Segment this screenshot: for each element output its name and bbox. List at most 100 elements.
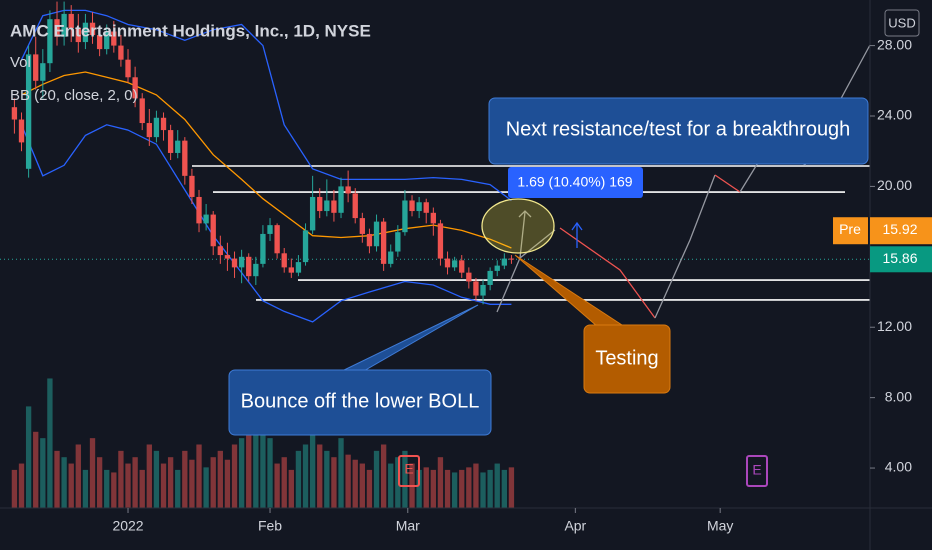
premarket-tag bbox=[833, 217, 868, 245]
candle-body bbox=[47, 19, 53, 64]
volume-bar bbox=[25, 406, 32, 508]
volume-bar bbox=[189, 459, 195, 508]
volume-bar bbox=[373, 450, 380, 508]
last-price: 15.86 bbox=[882, 250, 917, 266]
candle-body bbox=[246, 256, 252, 277]
volume-bar bbox=[217, 450, 223, 508]
candle-body bbox=[118, 45, 124, 60]
candle-body bbox=[331, 200, 337, 213]
bb-middle bbox=[21, 71, 512, 249]
candle-body bbox=[11, 107, 18, 120]
volume-bar bbox=[18, 463, 25, 508]
candle-body bbox=[338, 186, 344, 213]
candle-body bbox=[196, 196, 202, 224]
x-tick-label: Apr bbox=[564, 518, 586, 534]
candle-body bbox=[309, 196, 316, 231]
candle-body bbox=[352, 193, 358, 219]
volume-bar bbox=[430, 469, 436, 508]
y-tick-label: 24.00 bbox=[877, 107, 912, 123]
volume-bar bbox=[473, 463, 479, 508]
candle-body bbox=[494, 265, 500, 271]
earnings-icon[interactable] bbox=[398, 455, 420, 487]
candle-body bbox=[96, 35, 103, 50]
chart-title: AMC Entertainment Holdings, Inc., 1D, NY… bbox=[10, 21, 371, 40]
volume-bar bbox=[132, 457, 138, 508]
candle-body bbox=[75, 27, 81, 43]
candle-body bbox=[409, 200, 415, 212]
currency-box[interactable] bbox=[884, 9, 920, 37]
volume-bar bbox=[118, 450, 124, 508]
volume-bar bbox=[487, 469, 493, 508]
volume-bar bbox=[96, 457, 103, 508]
candle-body bbox=[380, 221, 387, 264]
drawing-arrow-head bbox=[518, 210, 532, 218]
callout-box bbox=[228, 369, 492, 436]
candle-body bbox=[473, 281, 479, 296]
candle-body bbox=[238, 256, 245, 268]
premarket-price: 15.92 bbox=[882, 221, 917, 237]
candle-body bbox=[25, 54, 32, 169]
volume-bar bbox=[40, 438, 46, 508]
candle-body bbox=[288, 267, 294, 273]
measure-text: 1.69 (10.40%) 169 bbox=[517, 174, 632, 190]
earnings-label[interactable]: E bbox=[404, 461, 413, 477]
candle-body bbox=[480, 284, 486, 296]
volume-bar bbox=[160, 463, 167, 508]
volume-bar bbox=[246, 419, 252, 508]
volume-bar bbox=[444, 469, 451, 508]
candle-body bbox=[345, 186, 351, 194]
volume-bar bbox=[253, 425, 259, 508]
candle-body bbox=[395, 232, 401, 252]
candle-body bbox=[388, 251, 394, 264]
candle-body bbox=[359, 218, 365, 234]
volume-bar bbox=[238, 438, 245, 508]
drawing-arrow bbox=[519, 211, 526, 259]
x-tick-label: Feb bbox=[258, 518, 282, 534]
candle-body bbox=[295, 262, 302, 273]
volume-bar bbox=[203, 467, 209, 508]
candle-body bbox=[182, 140, 188, 176]
candle-body bbox=[437, 223, 444, 259]
volume-bar bbox=[267, 438, 273, 508]
volume-bar bbox=[395, 457, 401, 508]
candle-body bbox=[487, 270, 493, 285]
candle-body bbox=[274, 225, 280, 254]
callout-box bbox=[488, 97, 869, 165]
candle-body bbox=[33, 54, 39, 81]
volume-bar bbox=[459, 469, 465, 508]
candle-body bbox=[231, 258, 238, 268]
volume-bar bbox=[111, 472, 117, 508]
volume-bar bbox=[175, 469, 181, 508]
candle-body bbox=[203, 214, 209, 224]
y-tick-label: 4.00 bbox=[885, 459, 912, 475]
price-labels: Pre 15.92 15.86 bbox=[833, 217, 932, 273]
candle-body bbox=[82, 22, 89, 43]
candle-body bbox=[366, 233, 373, 247]
bb-lower bbox=[20, 124, 512, 323]
earnings-label[interactable]: E bbox=[752, 462, 761, 478]
x-tick-label: 2022 bbox=[112, 518, 143, 534]
candle-body bbox=[54, 19, 60, 37]
currency-label[interactable]: USD bbox=[888, 15, 915, 30]
volume-bar bbox=[47, 378, 53, 508]
volume-bar bbox=[302, 444, 309, 508]
volume-bar bbox=[125, 463, 131, 508]
volume-bar bbox=[224, 459, 231, 508]
candle-body bbox=[281, 253, 287, 268]
volume-bar bbox=[11, 469, 18, 508]
volume-bar bbox=[231, 444, 238, 508]
earnings-icon[interactable] bbox=[746, 455, 768, 487]
candle-body bbox=[466, 272, 472, 282]
volume-bar bbox=[380, 444, 387, 508]
volume-bar bbox=[146, 444, 152, 508]
volume-bar bbox=[54, 450, 60, 508]
bb-upper bbox=[20, 9, 512, 202]
volume-bar bbox=[281, 457, 287, 508]
candle-body bbox=[153, 117, 160, 138]
candle-body bbox=[260, 233, 266, 264]
volume-bar bbox=[260, 431, 266, 508]
candle-body bbox=[139, 98, 145, 124]
premarket-tag-text: Pre bbox=[839, 221, 861, 237]
